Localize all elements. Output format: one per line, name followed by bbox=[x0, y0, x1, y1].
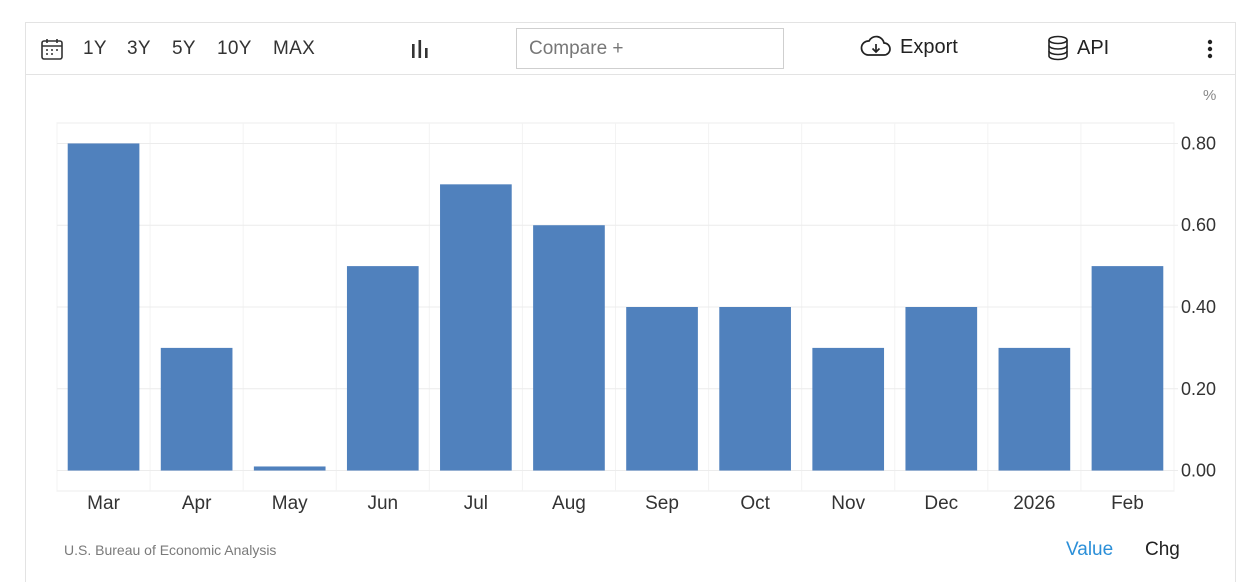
x-tick-label: Nov bbox=[831, 493, 865, 514]
chart-toolbar: 1Y 3Y 5Y 10Y MAX Export AP bbox=[26, 23, 1235, 75]
x-tick-label: Jun bbox=[367, 493, 398, 514]
bar bbox=[998, 347, 1071, 471]
bar bbox=[160, 347, 233, 471]
bar bbox=[253, 466, 326, 471]
value-toggle[interactable]: Value bbox=[1066, 539, 1114, 560]
bar bbox=[719, 307, 791, 471]
api-label: API bbox=[1077, 36, 1110, 59]
x-tick-label: Oct bbox=[740, 493, 770, 514]
export-button[interactable]: Export bbox=[860, 35, 958, 59]
y-tick-label: 0.80 bbox=[1181, 133, 1216, 153]
bar-chart-type-icon[interactable] bbox=[409, 38, 431, 60]
range-1y-button[interactable]: 1Y bbox=[83, 38, 107, 59]
range-max-button[interactable]: MAX bbox=[273, 38, 316, 59]
x-tick-label: Mar bbox=[87, 493, 120, 514]
compare-input[interactable] bbox=[516, 28, 784, 69]
bar bbox=[67, 143, 140, 471]
bar-chart: 0.00 0.20 0.40 0.60 0.80 Mar Apr May Jun Jul Aug Se… bbox=[56, 122, 1216, 514]
chg-toggle[interactable]: Chg bbox=[1145, 539, 1180, 560]
chart-widget: 1Y 3Y 5Y 10Y MAX Export AP bbox=[25, 22, 1236, 582]
calendar-icon[interactable] bbox=[40, 37, 64, 61]
bar bbox=[440, 184, 512, 471]
x-tick-label: Apr bbox=[182, 493, 212, 514]
bar bbox=[346, 266, 419, 471]
unit-label: % bbox=[1203, 87, 1217, 104]
x-tick-label: Aug bbox=[552, 493, 586, 514]
bar bbox=[1091, 266, 1164, 471]
range-5y-button[interactable]: 5Y bbox=[172, 38, 196, 59]
more-vertical-icon[interactable] bbox=[1202, 37, 1218, 61]
export-label: Export bbox=[900, 35, 958, 58]
x-tick-label: Sep bbox=[645, 493, 679, 514]
bar bbox=[533, 225, 605, 471]
y-tick-label: 0.20 bbox=[1181, 379, 1216, 399]
range-10y-button[interactable]: 10Y bbox=[217, 38, 252, 59]
api-button[interactable]: API bbox=[1047, 35, 1109, 61]
database-icon bbox=[1048, 35, 1068, 61]
x-tick-label: 2026 bbox=[1013, 493, 1055, 514]
x-tick-label: Jul bbox=[464, 493, 488, 514]
x-tick-label: May bbox=[272, 493, 308, 514]
bar bbox=[905, 307, 978, 471]
range-3y-button[interactable]: 3Y bbox=[127, 38, 151, 59]
bar bbox=[626, 307, 698, 471]
y-tick-label: 0.40 bbox=[1181, 297, 1216, 317]
y-tick-label: 0.60 bbox=[1181, 215, 1216, 235]
x-tick-label: Dec bbox=[924, 493, 958, 514]
cloud-download-icon bbox=[860, 35, 891, 56]
source-label: U.S. Bureau of Economic Analysis bbox=[64, 542, 277, 558]
bar bbox=[812, 347, 885, 471]
y-tick-label: 0.00 bbox=[1181, 461, 1216, 481]
x-tick-label: Feb bbox=[1111, 493, 1144, 514]
